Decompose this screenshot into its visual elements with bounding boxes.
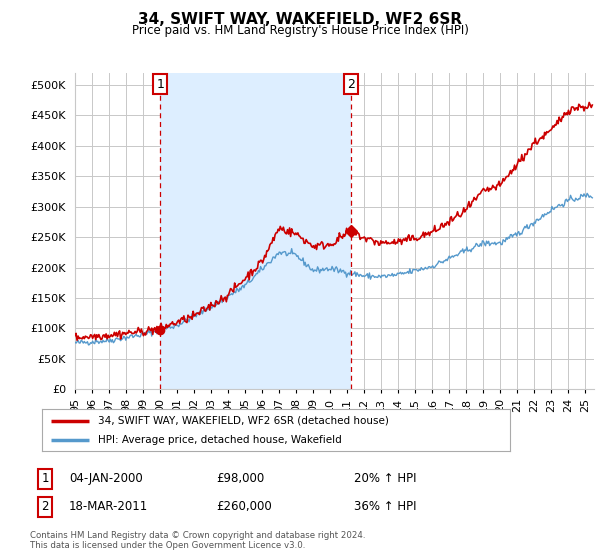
Text: 1: 1	[157, 77, 164, 91]
Text: 34, SWIFT WAY, WAKEFIELD, WF2 6SR (detached house): 34, SWIFT WAY, WAKEFIELD, WF2 6SR (detac…	[98, 416, 389, 426]
Text: 1: 1	[41, 472, 49, 486]
Text: £260,000: £260,000	[216, 500, 272, 514]
Text: Price paid vs. HM Land Registry's House Price Index (HPI): Price paid vs. HM Land Registry's House …	[131, 24, 469, 36]
Text: 2: 2	[347, 77, 355, 91]
Bar	[160, 73, 351, 389]
Text: 36% ↑ HPI: 36% ↑ HPI	[354, 500, 416, 514]
Text: £98,000: £98,000	[216, 472, 264, 486]
Text: HPI: Average price, detached house, Wakefield: HPI: Average price, detached house, Wake…	[98, 435, 342, 445]
Text: 18-MAR-2011: 18-MAR-2011	[69, 500, 148, 514]
Text: 34, SWIFT WAY, WAKEFIELD, WF2 6SR: 34, SWIFT WAY, WAKEFIELD, WF2 6SR	[138, 12, 462, 27]
Text: 04-JAN-2000: 04-JAN-2000	[69, 472, 143, 486]
Text: 2: 2	[41, 500, 49, 514]
Text: 20% ↑ HPI: 20% ↑ HPI	[354, 472, 416, 486]
Text: Contains HM Land Registry data © Crown copyright and database right 2024.
This d: Contains HM Land Registry data © Crown c…	[30, 531, 365, 550]
